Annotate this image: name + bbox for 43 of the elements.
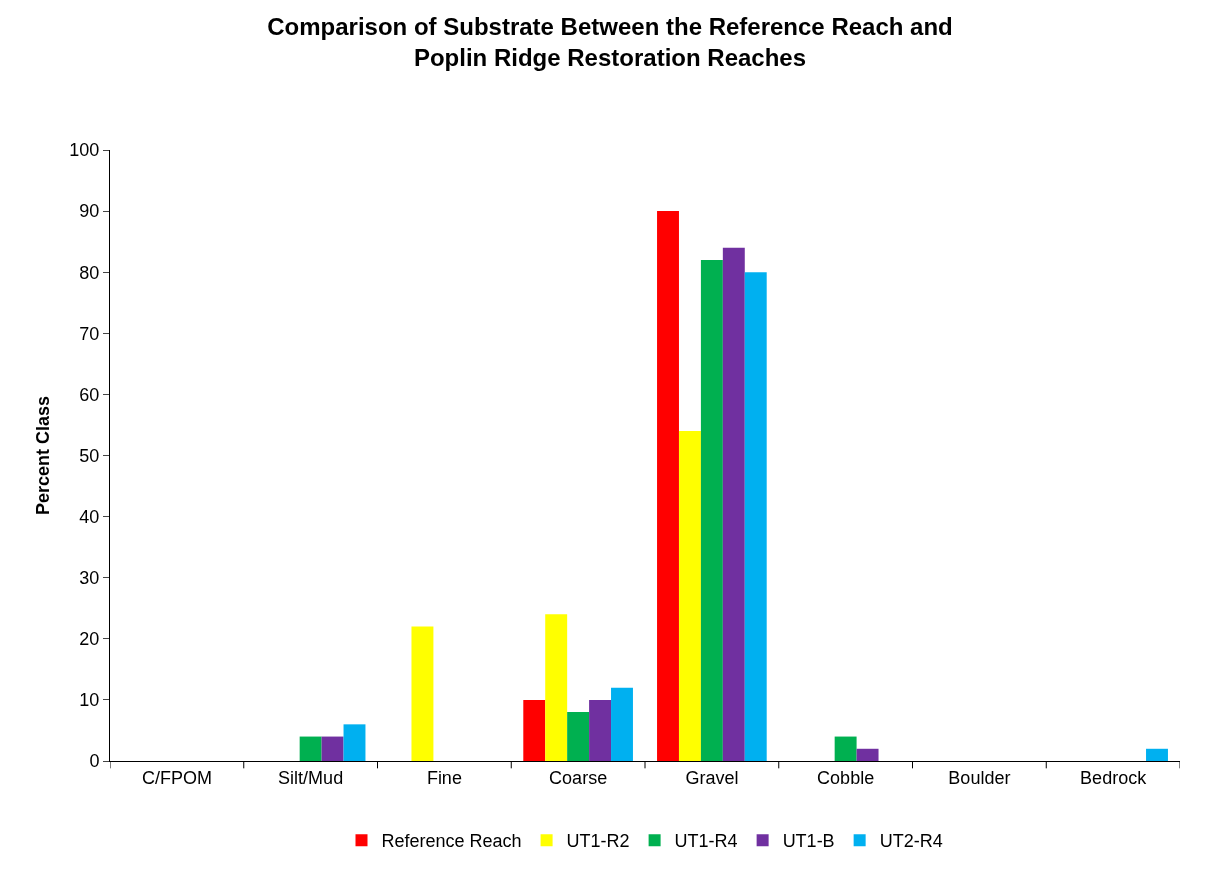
y-tick-label: 70 xyxy=(79,323,100,344)
y-tick-label: 60 xyxy=(79,384,100,405)
bar xyxy=(722,247,745,761)
y-axis-title: Percent Class xyxy=(32,395,53,516)
x-tick-label: Gravel xyxy=(685,767,739,788)
legend-label: UT1-R4 xyxy=(674,831,738,852)
x-tick-label: Silt/Mud xyxy=(278,767,344,788)
y-tick-label: 30 xyxy=(79,568,100,588)
bar xyxy=(321,736,344,761)
y-tick-label: 0 xyxy=(89,751,100,772)
x-tick-label: Cobble xyxy=(817,767,875,788)
bar xyxy=(744,272,767,761)
bar xyxy=(567,712,590,761)
legend-label: UT1-B xyxy=(782,831,835,852)
x-tick-label: Boulder xyxy=(948,767,1011,788)
y-tick-label: 80 xyxy=(79,262,100,283)
y-tick-label: 10 xyxy=(79,690,100,711)
bar xyxy=(545,614,568,761)
bar xyxy=(343,724,366,761)
y-tick-label: 40 xyxy=(79,506,100,527)
y-tick-label: 50 xyxy=(79,445,100,466)
x-tick-label: C/FPOM xyxy=(141,767,212,788)
bar xyxy=(523,699,546,761)
legend-label: UT2-R4 xyxy=(879,831,943,852)
bar xyxy=(834,736,857,761)
bar xyxy=(856,748,879,761)
bar xyxy=(1146,748,1168,761)
y-tick-label: 100 xyxy=(69,140,100,161)
bar xyxy=(611,687,633,761)
bar xyxy=(299,736,322,761)
legend-label: Reference Reach xyxy=(381,831,522,852)
bar xyxy=(678,431,701,761)
x-tick-label: Bedrock xyxy=(1080,767,1148,788)
y-tick-label: 20 xyxy=(79,629,100,650)
chart-title: Comparison of Substrate Between the Reference Reach and Poplin Ridge Restoration Reaches xyxy=(267,12,953,72)
bar xyxy=(657,211,679,761)
x-tick-label: Fine xyxy=(426,767,462,788)
bar xyxy=(589,699,612,761)
x-tick-label: Coarse xyxy=(549,767,608,788)
bar xyxy=(700,259,723,761)
legend-label: UT1-R2 xyxy=(566,831,630,852)
bar xyxy=(411,626,434,761)
y-tick-label: 90 xyxy=(79,201,100,222)
